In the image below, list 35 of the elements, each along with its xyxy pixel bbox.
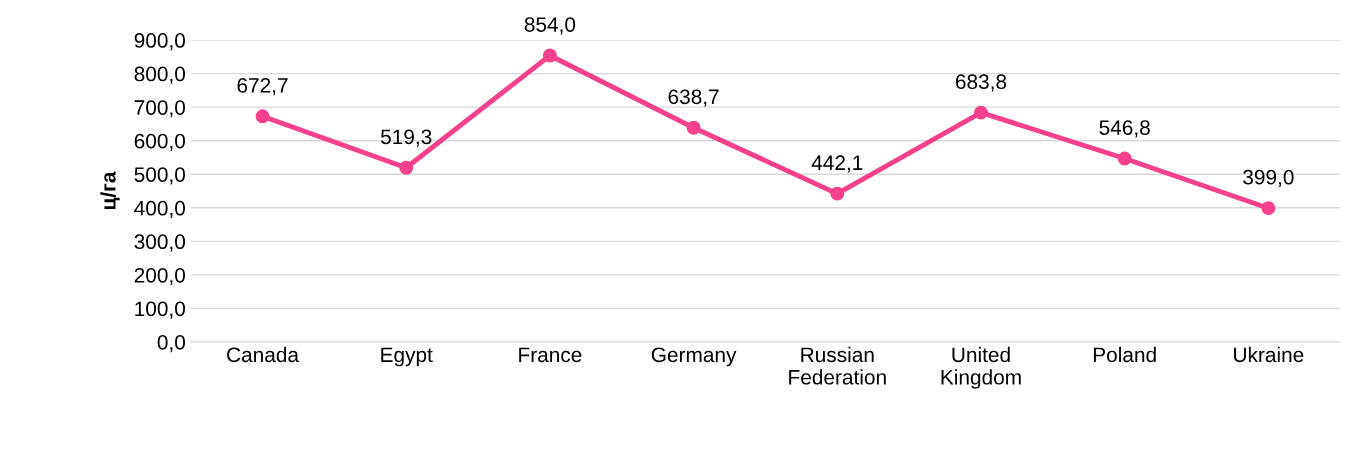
data-label: 546,8 (1099, 120, 1150, 138)
y-tick-label: 0,0 (157, 335, 186, 353)
point (542, 48, 557, 63)
point (1117, 151, 1132, 166)
y-tick-label: 600,0 (134, 133, 186, 151)
y-axis-title: ц/га (100, 171, 120, 209)
data-label: 854,0 (524, 17, 576, 35)
point (1261, 201, 1276, 216)
data-label: 399,0 (1243, 169, 1294, 188)
x-tick-label: Poland (1093, 346, 1156, 363)
y-tick-label: 100,0 (135, 301, 186, 319)
point (830, 186, 845, 201)
data-label: 442,1 (811, 155, 863, 173)
y-tick-label: 900,0 (134, 33, 186, 51)
y-tick-label: 500,0 (134, 167, 186, 185)
x-tick-label: Egypt (381, 347, 433, 367)
point (399, 160, 414, 175)
x-tick-label: Russian Federation (789, 346, 886, 385)
data-label: 638,7 (668, 89, 719, 107)
x-tick-label: France (519, 347, 582, 363)
x-tick-label: Ukraine (1234, 346, 1304, 363)
y-tick-label: 200,0 (134, 267, 186, 286)
x-tick-label: Canada (227, 346, 300, 363)
data-label: 683,8 (955, 74, 1007, 92)
point (974, 105, 988, 120)
y-tick-label: 400,0 (134, 200, 186, 219)
x-tick-label: United Kingdom (941, 346, 1021, 389)
y-tick-label: 800,0 (134, 66, 186, 84)
data-label: 519,3 (380, 129, 432, 147)
point (255, 109, 270, 124)
y-tick-label: 300,0 (134, 234, 186, 252)
x-tick-label: Germany (651, 347, 737, 367)
y-tick-label: 700,0 (134, 100, 186, 118)
point (686, 120, 701, 135)
data-label: 672,7 (237, 77, 288, 96)
